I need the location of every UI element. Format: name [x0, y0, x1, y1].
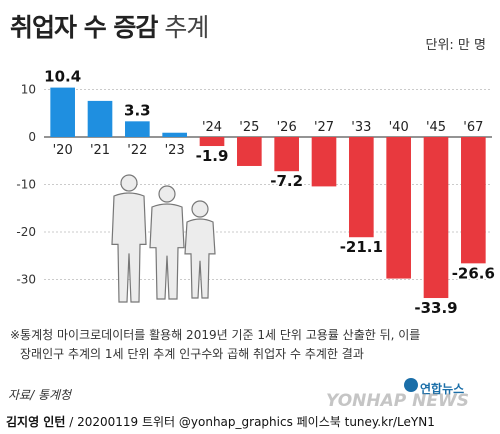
data-label: -33.9: [414, 299, 457, 317]
bar: [386, 137, 411, 279]
y-tick-label: 10: [21, 83, 36, 97]
bar: [311, 137, 337, 187]
x-tick-label: '22: [127, 143, 147, 158]
unit-label: 단위: 만 명: [425, 38, 487, 53]
bar: [50, 87, 75, 137]
person-head: [191, 200, 209, 218]
bar: [274, 137, 299, 172]
x-tick-label: '24: [202, 120, 222, 135]
x-tick-label: '27: [314, 120, 334, 135]
data-label: -7.2: [270, 172, 303, 190]
bar-chart: 10 0 -10 -20 -30 '20 10.4 '21 '22 3.3 '23 '24 -1.9 '2…: [16, 66, 496, 318]
footnote-line-2: 장래인구 추계의 1세 단위 추계 인구수와 곱해 취업자 수 추계한 결과: [20, 347, 364, 361]
person-body: [111, 192, 147, 303]
data-label: -26.6: [452, 264, 495, 282]
yonhap-logo-icon: [404, 378, 418, 392]
bar: [87, 100, 113, 137]
bar: [461, 137, 486, 264]
person-head: [120, 174, 138, 192]
x-tick-label: '33: [351, 120, 371, 135]
bar: [237, 137, 262, 166]
x-tick-label: '26: [277, 120, 297, 135]
person-figure: [149, 185, 185, 300]
bar: [349, 137, 374, 238]
x-tick-label: '45: [426, 120, 446, 135]
person-figure: [184, 200, 216, 299]
source-label: 자료/ 통계청: [8, 388, 72, 402]
y-tick-label: 0: [28, 130, 36, 144]
credit-details: / 20200119 트위터 @yonhap_graphics 페이스북 tun…: [65, 415, 435, 429]
x-tick-label: '21: [90, 143, 110, 158]
title-main: 취업자 수 증감: [10, 13, 158, 42]
x-tick-label: '40: [389, 120, 409, 135]
logo-watermark: YONHAP NEWS: [326, 391, 469, 411]
bar: [162, 132, 187, 137]
y-tick-label: -20: [16, 225, 36, 239]
data-label: -21.1: [340, 238, 383, 256]
title-sub: 추계: [164, 13, 209, 42]
credit-line: 김지영 인턴 / 20200119 트위터 @yonhap_graphics 페…: [6, 413, 435, 430]
bar: [125, 121, 150, 137]
person-head: [158, 185, 176, 203]
data-label: -1.9: [196, 147, 229, 165]
people-illustration: [111, 174, 216, 303]
logo-korean: 연합뉴스: [420, 382, 465, 396]
bar-layer: [50, 87, 486, 299]
bar: [423, 137, 449, 299]
person-body: [149, 203, 185, 300]
person-body: [184, 218, 216, 299]
yonhap-logo: 연합뉴스 YONHAP NEWS: [324, 378, 496, 414]
data-label: 3.3: [124, 101, 151, 119]
person-figure: [111, 174, 147, 303]
x-tick-label: '67: [463, 120, 483, 135]
bar: [199, 137, 225, 147]
label-layer: 10 0 -10 -20 -30 '20 10.4 '21 '22 3.3 '23 '24 -1.9 '2…: [16, 66, 496, 318]
footnote: ※통계청 마이크로데이터를 활용해 2019년 기준 1세 단위 고용률 산출한…: [10, 326, 492, 364]
y-tick-label: -10: [16, 178, 36, 192]
grid-layer: [44, 89, 492, 280]
data-label: 10.4: [44, 68, 81, 86]
footnote-line-1: ※통계청 마이크로데이터를 활용해 2019년 기준 1세 단위 고용률 산출한…: [10, 328, 421, 342]
y-tick-label: -30: [16, 273, 36, 287]
x-tick-label: '25: [239, 120, 259, 135]
x-tick-label: '20: [53, 143, 73, 158]
x-tick-label: '23: [165, 143, 185, 158]
page-title: 취업자 수 증감 추계: [10, 8, 209, 44]
credit-name: 김지영 인턴: [6, 415, 66, 429]
